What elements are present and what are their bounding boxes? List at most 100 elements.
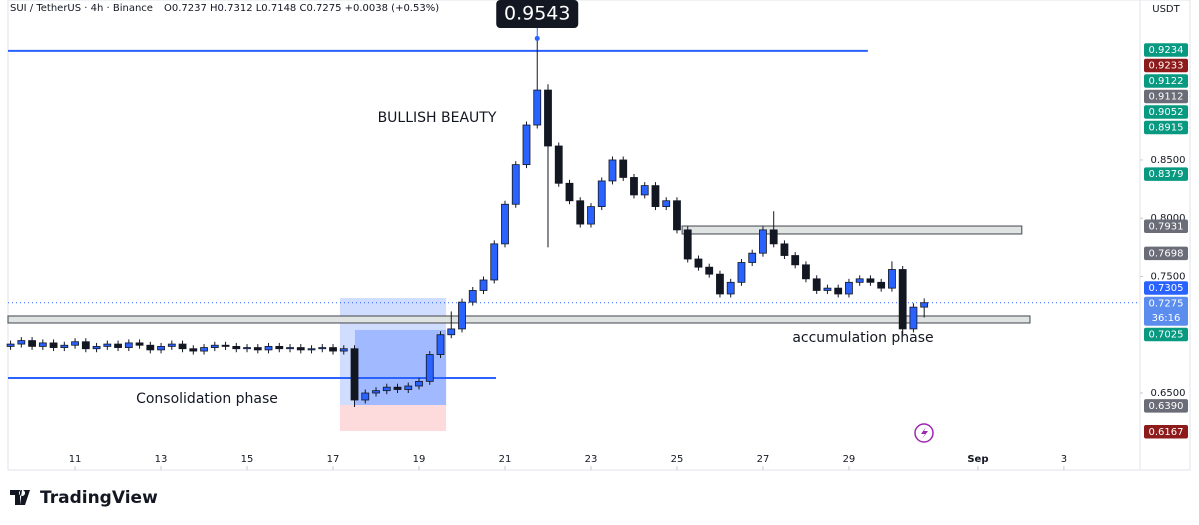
price-label-box bbox=[1144, 296, 1188, 326]
candle-body bbox=[425, 354, 434, 382]
candle-body bbox=[17, 340, 26, 345]
candle-body bbox=[705, 266, 714, 275]
price-label: 0.6390 bbox=[1149, 401, 1184, 412]
candle-body bbox=[350, 348, 359, 401]
candle-body bbox=[393, 386, 402, 390]
x-tick-label: 19 bbox=[413, 454, 426, 465]
candle-body bbox=[662, 200, 671, 207]
candle-body bbox=[640, 185, 649, 196]
x-tick-label: 23 bbox=[585, 454, 598, 465]
candle-body bbox=[920, 302, 929, 308]
candle-body bbox=[210, 344, 219, 348]
candle-body bbox=[533, 89, 542, 126]
candle-body bbox=[38, 342, 47, 347]
price-label-box bbox=[1144, 246, 1188, 261]
candle-body bbox=[554, 145, 563, 184]
candle-body bbox=[855, 278, 864, 283]
currency: USDT bbox=[1152, 4, 1180, 15]
candle-body bbox=[780, 243, 789, 256]
candle-body bbox=[909, 306, 918, 330]
candle-body bbox=[200, 347, 208, 352]
zone bbox=[339, 405, 447, 431]
alert-icon[interactable] bbox=[914, 423, 934, 443]
price-label: 0.9112 bbox=[1149, 91, 1184, 102]
candle-body bbox=[253, 347, 262, 351]
price-label-box bbox=[1144, 167, 1188, 181]
candle-body bbox=[565, 182, 574, 202]
price-label: 0.7698 bbox=[1149, 248, 1184, 259]
candle-body bbox=[372, 390, 380, 394]
x-tick-label: Sep bbox=[967, 454, 988, 465]
candle-body bbox=[791, 255, 800, 266]
candle-body bbox=[522, 124, 531, 166]
price-label: 0.9233 bbox=[1149, 60, 1184, 71]
annotation: Consolidation phase bbox=[136, 391, 278, 407]
candle-body bbox=[81, 341, 90, 350]
x-tick-label: 17 bbox=[327, 454, 340, 465]
price-label: 0.7275 bbox=[1149, 299, 1184, 310]
candle-body bbox=[243, 347, 251, 350]
price-label: 0.7305 bbox=[1149, 283, 1184, 294]
candle-body bbox=[307, 348, 316, 351]
candle-body bbox=[769, 229, 778, 245]
x-tick-label: 21 bbox=[499, 454, 512, 465]
annotation: BULLISH BEAUTY bbox=[378, 110, 497, 126]
x-tick-label: 3 bbox=[1061, 454, 1067, 465]
price-label: 0.8915 bbox=[1149, 122, 1184, 133]
candle-body bbox=[157, 345, 165, 351]
candle-body bbox=[275, 345, 284, 350]
candle-body bbox=[888, 269, 896, 289]
y-tick-label: 0.8500 bbox=[1151, 155, 1186, 166]
candle-body bbox=[866, 278, 875, 283]
candle-body bbox=[114, 343, 122, 348]
candle-body bbox=[167, 343, 176, 347]
candle-body bbox=[576, 200, 585, 225]
candle-body bbox=[802, 264, 810, 280]
price-label: 0.8379 bbox=[1149, 169, 1184, 180]
price-label: 0.7931 bbox=[1149, 221, 1184, 232]
candle-body bbox=[812, 278, 821, 291]
price-label-box bbox=[1144, 425, 1188, 439]
price-label: 0.6167 bbox=[1149, 427, 1184, 438]
price-label: 0.9052 bbox=[1149, 107, 1184, 118]
candle-body bbox=[651, 185, 660, 207]
price-label-box bbox=[1144, 89, 1188, 104]
candle-body bbox=[103, 343, 112, 347]
candle-body bbox=[490, 243, 499, 281]
x-tick-label: 29 bbox=[843, 454, 856, 465]
price-label-box bbox=[1144, 43, 1188, 57]
annotation: accumulation phase bbox=[792, 330, 933, 346]
candle-body bbox=[415, 380, 423, 387]
candle-body bbox=[759, 229, 767, 254]
price-label-box bbox=[1144, 399, 1188, 413]
candle-body bbox=[834, 287, 843, 295]
candle-body bbox=[49, 342, 58, 348]
candle-body bbox=[737, 262, 746, 283]
x-tick-label: 27 bbox=[757, 454, 770, 465]
candle-body bbox=[683, 229, 692, 260]
candle-body bbox=[619, 159, 628, 178]
candle-body bbox=[404, 385, 413, 390]
price-label-box bbox=[1144, 327, 1188, 342]
candle-body bbox=[436, 334, 445, 355]
candle-body bbox=[318, 347, 327, 350]
price-label-box bbox=[1144, 58, 1188, 73]
candle-body bbox=[71, 341, 79, 346]
y-tick-label: 0.8000 bbox=[1151, 213, 1186, 224]
candle-body bbox=[329, 347, 337, 352]
candle-body bbox=[458, 301, 466, 330]
candle-body bbox=[146, 344, 155, 351]
candle-body bbox=[898, 269, 907, 330]
price-label-box bbox=[1144, 219, 1188, 234]
price-label-box bbox=[1144, 74, 1188, 88]
zone bbox=[681, 225, 1023, 235]
candle-body bbox=[382, 386, 391, 392]
candle-body bbox=[135, 342, 144, 346]
candle-body bbox=[748, 252, 757, 263]
candle-body bbox=[608, 159, 617, 182]
candle-body bbox=[361, 392, 370, 401]
candle-body bbox=[823, 287, 832, 291]
y-tick-label: 0.7500 bbox=[1151, 271, 1186, 282]
candle-body bbox=[597, 180, 606, 207]
candle-body bbox=[124, 342, 133, 348]
